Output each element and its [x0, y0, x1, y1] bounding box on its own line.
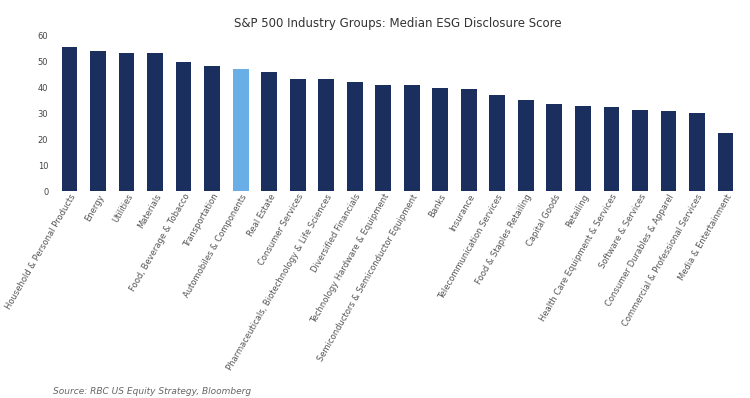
Bar — [547, 104, 562, 191]
Title: S&P 500 Industry Groups: Median ESG Disclosure Score: S&P 500 Industry Groups: Median ESG Disc… — [234, 18, 561, 31]
Bar — [261, 72, 277, 191]
Bar — [290, 78, 305, 191]
Bar — [232, 69, 248, 191]
Bar — [689, 113, 705, 191]
Bar — [147, 53, 163, 191]
Bar — [718, 133, 734, 191]
Bar — [575, 105, 591, 191]
Bar — [661, 111, 676, 191]
Bar — [204, 66, 220, 191]
Bar — [62, 47, 77, 191]
Bar — [404, 85, 419, 191]
Bar — [604, 107, 619, 191]
Bar — [90, 51, 106, 191]
Bar — [490, 96, 506, 191]
Bar — [518, 100, 534, 191]
Bar — [632, 109, 648, 191]
Bar — [433, 88, 448, 191]
Bar — [319, 78, 334, 191]
Bar — [376, 85, 391, 191]
Bar — [347, 82, 362, 191]
Bar — [118, 53, 134, 191]
Bar — [461, 89, 476, 191]
Bar — [176, 62, 191, 191]
Text: Source: RBC US Equity Strategy, Bloomberg: Source: RBC US Equity Strategy, Bloomber… — [53, 387, 250, 396]
